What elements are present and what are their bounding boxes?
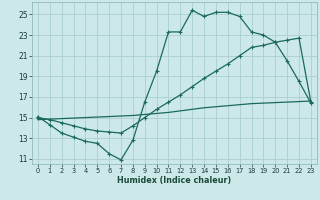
X-axis label: Humidex (Indice chaleur): Humidex (Indice chaleur) [117,176,232,185]
